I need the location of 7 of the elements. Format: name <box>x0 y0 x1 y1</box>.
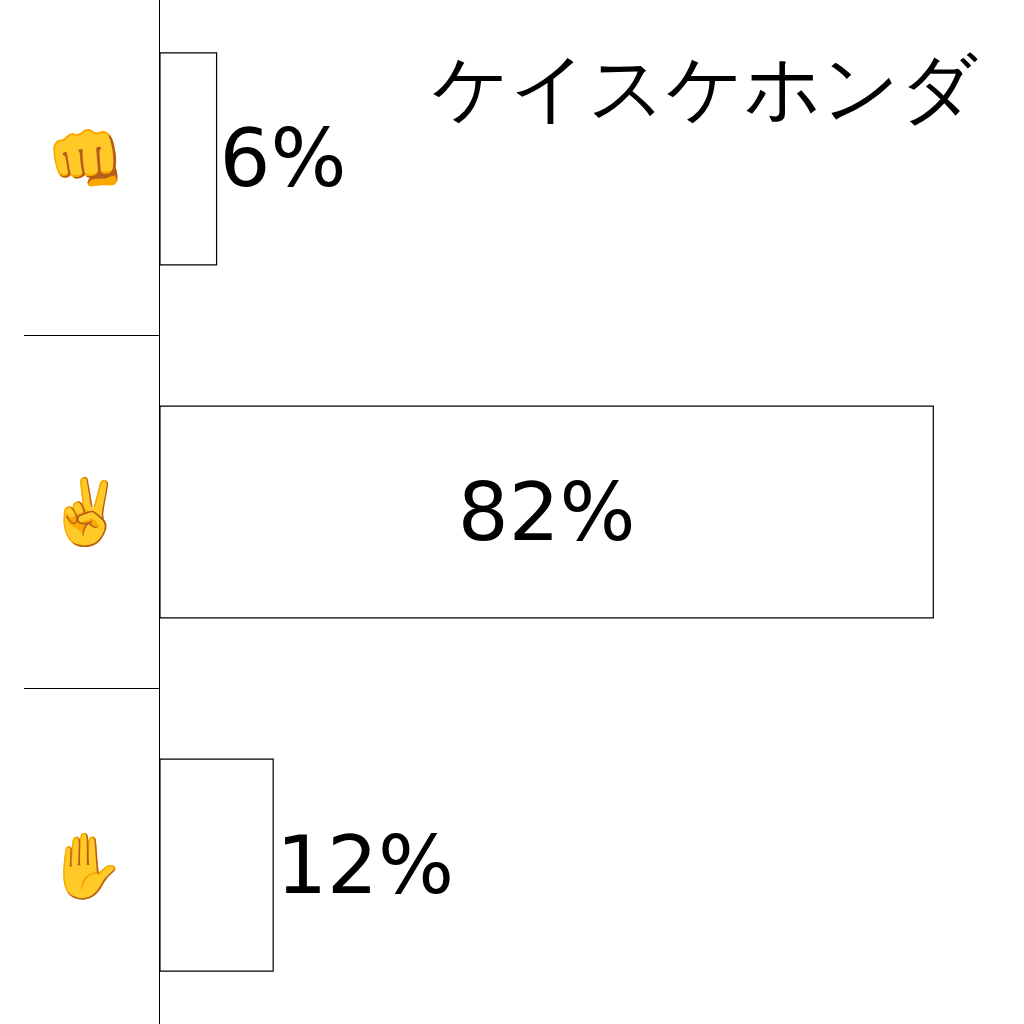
data-label: 82% <box>457 465 636 559</box>
data-label: 12% <box>276 818 454 912</box>
y-tick-label: ✌ <box>45 474 126 551</box>
y-tick-label: 👊 <box>45 122 126 197</box>
text: ケイスケホンダ <box>431 42 978 132</box>
y-tick-label: ✋ <box>45 828 126 903</box>
data-label: 6% <box>219 112 347 206</box>
